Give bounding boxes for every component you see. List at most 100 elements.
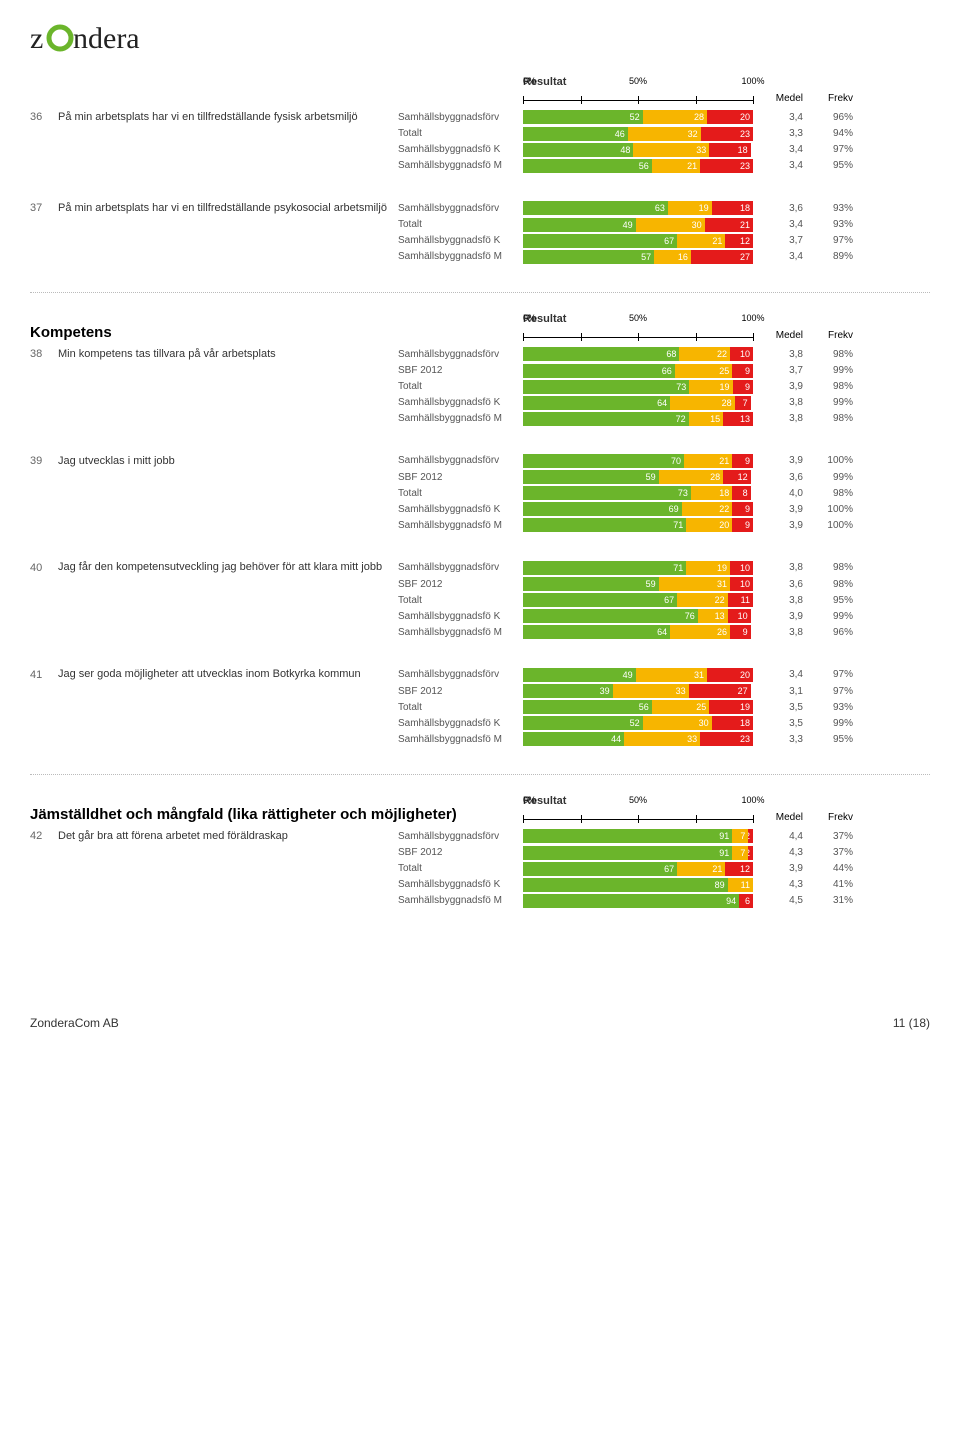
medel-value: 3,3 [753, 128, 803, 139]
stacked-bar: 66259 [523, 364, 753, 378]
frekv-value: 99% [803, 365, 853, 376]
frekv-value: 95% [803, 160, 853, 171]
bar-segment-red: 12 [725, 234, 753, 248]
data-row: 41Jag ser goda möjligheter att utvecklas… [30, 667, 930, 682]
question-block: 37På min arbetsplats har vi en tillfreds… [30, 201, 930, 264]
bar-segment-red: 12 [723, 470, 751, 484]
stacked-bar: 562519 [523, 700, 753, 714]
bar-segment-red: 27 [691, 250, 753, 264]
stacked-bar: 73199 [523, 380, 753, 394]
bar-segment-red: 9 [730, 625, 751, 639]
stacked-bar: 64269 [523, 625, 751, 639]
data-row: SBF 20125928123,699% [30, 470, 930, 484]
bar-segment-red: 19 [709, 700, 753, 714]
page-footer: ZonderaCom AB 11 (18) [0, 946, 960, 1044]
frekv-value: 44% [803, 863, 853, 874]
bar-segment-green: 67 [523, 862, 677, 876]
question-text: Min kompetens tas tillvara på vår arbets… [58, 347, 388, 362]
medel-value: 3,7 [753, 365, 803, 376]
medel-value: 3,8 [753, 595, 803, 606]
row-label: Samhällsbyggnadsfö K [398, 879, 523, 890]
stacked-bar: 463223 [523, 127, 753, 141]
data-row: SBF 201291724,337% [30, 846, 930, 860]
bar-segment-yellow: 21 [684, 454, 732, 468]
axis-tick-label: 50% [629, 76, 647, 86]
row-label: Totalt [398, 488, 523, 499]
axis-tick-label: 100% [741, 76, 764, 86]
row-label: Samhällsbyggnadsfö K [398, 611, 523, 622]
bar-segment-yellow: 28 [643, 110, 707, 124]
question-number: 38 [30, 348, 42, 360]
question-block: 42Det går bra att förena arbetet med för… [30, 829, 930, 908]
medel-value: 3,4 [753, 112, 803, 123]
question-text: Jag ser goda möjligheter att utvecklas i… [58, 667, 388, 682]
medel-value: 3,4 [753, 251, 803, 262]
row-label: Samhällsbyggnadsförv [398, 562, 523, 573]
data-row: 42Det går bra att förena arbetet med för… [30, 829, 930, 844]
zondera-logo-svg: z ndera [30, 20, 200, 58]
stacked-bar: 71209 [523, 518, 753, 532]
bar-segment-yellow: 26 [670, 625, 730, 639]
frekv-value: 93% [803, 219, 853, 230]
bar-segment-yellow: 33 [633, 143, 709, 157]
data-row: 39Jag utvecklas i mitt jobbSamhällsbyggn… [30, 454, 930, 469]
stacked-bar: 493021 [523, 218, 753, 232]
frekv-value: 98% [803, 413, 853, 424]
medel-value: 3,3 [753, 734, 803, 745]
frekv-value: 98% [803, 349, 853, 360]
question-text: Jag utvecklas i mitt jobb [58, 454, 388, 469]
row-label: Totalt [398, 381, 523, 392]
bar-segment-red: 12 [725, 862, 753, 876]
bar-segment-green: 67 [523, 234, 677, 248]
bar-segment-yellow: 31 [636, 668, 707, 682]
axis-header-row: Resultat0%50%100%MedelFrekv [30, 78, 930, 104]
stacked-bar: 8911 [523, 878, 753, 892]
bar-segment-yellow: 7 [732, 846, 748, 860]
question-text: Jag får den kompetensutveckling jag behö… [58, 560, 388, 575]
frekv-value: 93% [803, 702, 853, 713]
row-label: Totalt [398, 595, 523, 606]
data-row: Samhällsbyggnadsfö M4433233,395% [30, 732, 930, 746]
frekv-value: 41% [803, 879, 853, 890]
medel-value: 3,8 [753, 349, 803, 360]
data-row: SBF 20125931103,698% [30, 577, 930, 591]
row-label: Totalt [398, 219, 523, 230]
stacked-bar: 9172 [523, 829, 753, 843]
bar-segment-yellow: 33 [613, 684, 689, 698]
bar-segment-green: 73 [523, 486, 691, 500]
data-row: Totalt6722113,895% [30, 593, 930, 607]
bar-segment-red: 9 [733, 380, 753, 394]
medel-value: 3,8 [753, 413, 803, 424]
bar-segment-yellow: 7 [732, 829, 748, 843]
frekv-value: 97% [803, 669, 853, 680]
col-header-medel: Medel [753, 93, 803, 104]
question-number: 36 [30, 111, 42, 123]
bar-segment-yellow: 21 [652, 159, 700, 173]
axis-tick-label: 100% [741, 795, 764, 805]
bar-segment-green: 69 [523, 502, 682, 516]
row-label: SBF 2012 [398, 686, 523, 697]
stacked-bar: 592812 [523, 470, 751, 484]
bar-segment-red: 23 [700, 159, 753, 173]
col-header-medel: Medel [753, 812, 803, 823]
bar-segment-green: 48 [523, 143, 633, 157]
stacked-bar: 73188 [523, 486, 751, 500]
question-block: 39Jag utvecklas i mitt jobbSamhällsbyggn… [30, 454, 930, 533]
frekv-value: 31% [803, 895, 853, 906]
bar-segment-red: 6 [739, 894, 753, 908]
bar-segment-yellow: 19 [689, 380, 732, 394]
data-row: SBF 2012662593,799% [30, 364, 930, 378]
data-row: Samhällsbyggnadsfö M5716273,489% [30, 250, 930, 264]
data-row: 38 Min kompetens tas tillvara på vår arbe… [30, 347, 930, 362]
question-number: 37 [30, 202, 42, 214]
bar-segment-red: 10 [730, 561, 753, 575]
bar-segment-green: 72 [523, 412, 689, 426]
bar-segment-green: 71 [523, 518, 686, 532]
stacked-bar: 631918 [523, 201, 753, 215]
page: z ndera Resultat0%50%100%MedelFrekv36På … [0, 0, 960, 946]
row-label: Samhällsbyggnadsförv [398, 669, 523, 680]
medel-value: 3,9 [753, 520, 803, 531]
bar-segment-red: 10 [728, 609, 751, 623]
row-label: SBF 2012 [398, 579, 523, 590]
medel-value: 3,6 [753, 203, 803, 214]
